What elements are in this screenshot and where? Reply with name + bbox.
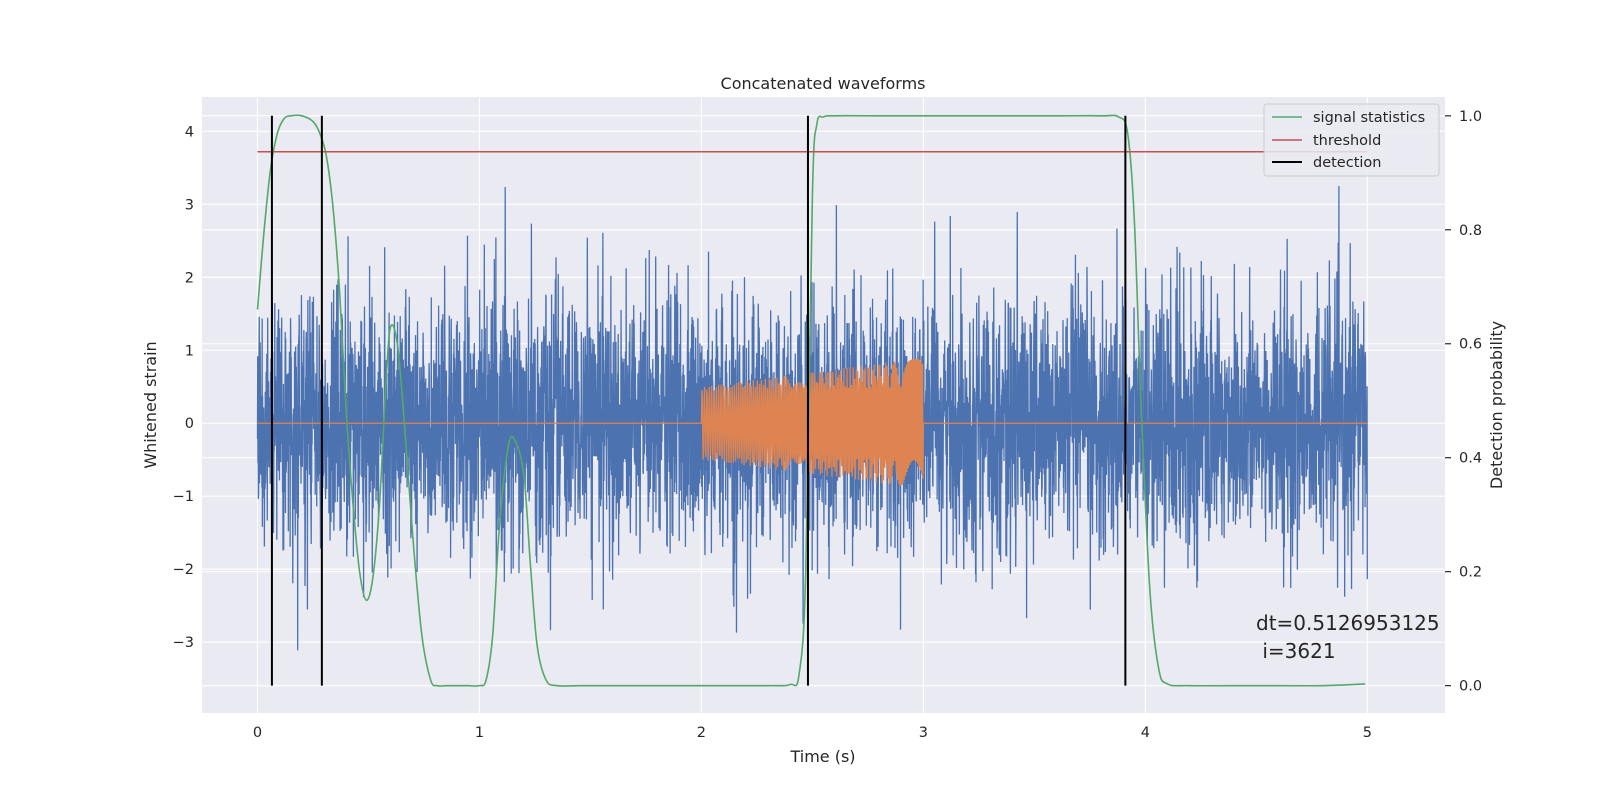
x-tick-label: 2 [697, 725, 706, 741]
signal-statistics-series [256, 114, 1366, 687]
detection-lines [270, 115, 1127, 686]
y-right-tick-label: 0.4 [1459, 451, 1482, 467]
y-tick-label: 4 [185, 124, 194, 140]
x-tick-label: 3 [919, 725, 928, 741]
legend-label-detection: detection [1313, 155, 1381, 171]
y-right-tick-label: 0.2 [1459, 565, 1482, 581]
y-tick-label: 3 [185, 197, 194, 213]
legend-box [1263, 103, 1440, 177]
y-right-tick-label: 0.6 [1459, 337, 1482, 353]
y-tick-label: −1 [173, 489, 194, 505]
signal-statistics-line [256, 114, 1366, 687]
y-tick-label: −3 [173, 635, 194, 651]
x-axis-ticks: 0 1 2 3 4 5 [253, 725, 1372, 741]
legend: signal statistics threshold detection [1263, 103, 1440, 177]
chart-title: Concatenated waveforms [721, 74, 926, 93]
y-axis-left-ticks: −3 −2 −1 0 1 2 3 4 [173, 124, 194, 651]
annotation-index: i=3621 [1256, 639, 1336, 663]
x-axis-label: Time (s) [789, 747, 855, 766]
x-tick-label: 5 [1363, 725, 1372, 741]
y-axis-label-right: Detection probability [1487, 321, 1506, 489]
annotation: dt=0.5126953125 i=3621 [1256, 611, 1440, 663]
y-right-tick-label: 0.0 [1459, 679, 1482, 695]
legend-label-signal-statistics: signal statistics [1313, 110, 1425, 126]
x-tick-label: 4 [1141, 725, 1150, 741]
annotation-dt: dt=0.5126953125 [1256, 611, 1440, 635]
y-tick-label: 2 [185, 270, 194, 286]
y-axis-right-ticks: 0.0 0.2 0.4 0.6 0.8 1.0 [1445, 109, 1482, 695]
y-tick-label: 1 [185, 343, 194, 359]
y-right-tick-label: 0.8 [1459, 223, 1482, 239]
y-tick-label: 0 [185, 416, 194, 432]
chirp-line [257, 358, 1368, 486]
x-tick-label: 1 [475, 725, 484, 741]
chirp-series [257, 358, 1368, 486]
y-right-tick-label: 1.0 [1459, 109, 1482, 125]
y-axis-label-left: Whitened strain [141, 341, 160, 468]
x-tick-label: 0 [253, 725, 262, 741]
y-tick-label: −2 [173, 562, 194, 578]
legend-label-threshold: threshold [1313, 133, 1381, 149]
